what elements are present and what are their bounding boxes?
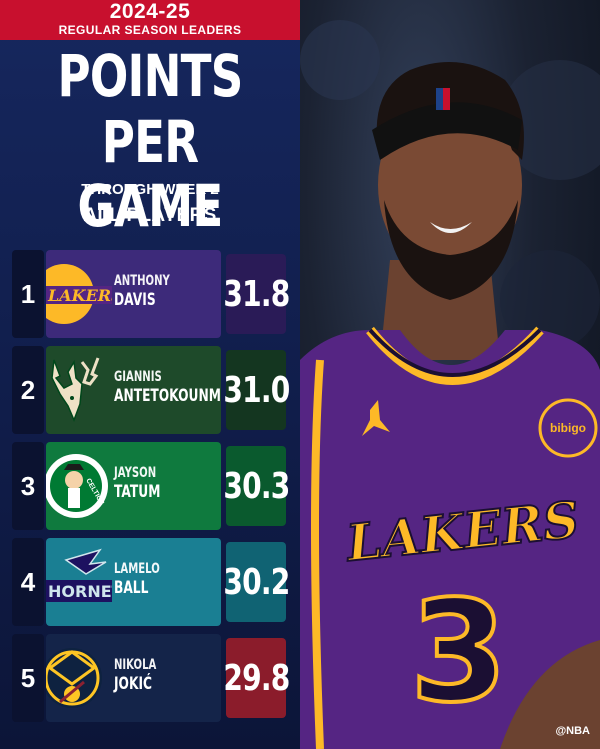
- leader-row: 3 CELTICS JAYSON TATUM 30.3: [0, 442, 300, 530]
- scope-label: ALL PLAYERS: [83, 205, 217, 226]
- leader-row: 1 LAKERS ANTHONY DAVIS 31.8: [0, 250, 300, 338]
- season-banner: 2024-25 REGULAR SEASON LEADERS: [0, 0, 300, 40]
- rank-badge: 3: [12, 442, 44, 530]
- ppg-value: 29.8: [223, 638, 290, 718]
- stat-title-line2: PER GAME: [77, 108, 224, 240]
- season-label: 2024-25: [109, 0, 191, 23]
- leader-row: 2 GIANNIS ANTETOKOUNMPO 31.0: [0, 346, 300, 434]
- celtics-logo-icon: CELTICS: [46, 454, 108, 518]
- player-card: CELTICS JAYSON TATUM: [46, 442, 221, 530]
- player-name: LAMELO BALL: [114, 560, 160, 598]
- player-first-name: GIANNIS: [114, 369, 162, 385]
- svg-text:LAKERS: LAKERS: [47, 286, 112, 305]
- ppg-value: 30.3: [223, 446, 290, 526]
- jersey-patch-text: bibigo: [550, 421, 586, 435]
- rank-badge: 4: [12, 538, 44, 626]
- leader-row: 5 NIKOLA JOKIĆ 29.8: [0, 634, 300, 722]
- player-last-name: BALL: [114, 578, 149, 598]
- player-first-name: ANTHONY: [114, 273, 170, 289]
- player-card: HORNETS LAMELO BALL: [46, 538, 221, 626]
- hornets-logo-icon: HORNETS: [46, 548, 112, 602]
- stat-title-line1: POINTS: [57, 42, 243, 110]
- player-last-name: TATUM: [114, 482, 161, 502]
- ppg-value: 30.2: [223, 542, 290, 622]
- lakers-logo-icon: LAKERS: [46, 264, 112, 324]
- ppg-value: 31.0: [223, 350, 290, 430]
- player-card: GIANNIS ANTETOKOUNMPO: [46, 346, 221, 434]
- jersey-number: 3: [410, 571, 507, 734]
- player-illustration: bibigo LAKERS 3: [300, 20, 600, 749]
- season-subtitle: REGULAR SEASON LEADERS: [58, 23, 242, 37]
- player-photo: bibigo LAKERS 3 @NBA: [300, 0, 600, 749]
- svg-text:HORNETS: HORNETS: [48, 582, 112, 601]
- rank-badge: 2: [12, 346, 44, 434]
- ppg-value: 31.8: [223, 254, 290, 334]
- player-name: GIANNIS ANTETOKOUNMPO: [114, 368, 221, 406]
- player-first-name: LAMELO: [114, 561, 160, 577]
- player-first-name: JAYSON: [114, 465, 157, 481]
- player-card: NIKOLA JOKIĆ: [46, 634, 221, 722]
- player-name: JAYSON TATUM: [114, 464, 160, 502]
- player-first-name: NIKOLA: [114, 657, 157, 673]
- bucks-logo-icon: [51, 357, 100, 423]
- player-card: LAKERS ANTHONY DAVIS: [46, 250, 221, 338]
- player-last-name: JOKIĆ: [114, 674, 152, 694]
- leaders-panel: 2024-25 REGULAR SEASON LEADERS POINTS PE…: [0, 0, 300, 749]
- nba-credit: @NBA: [555, 725, 590, 737]
- rank-badge: 5: [12, 634, 44, 722]
- player-last-name: ANTETOKOUNMPO: [114, 386, 221, 406]
- player-last-name: DAVIS: [114, 290, 156, 310]
- nuggets-logo-icon: [46, 648, 102, 708]
- leader-row: 4 HORNETS LAMELO BALL 30.2: [0, 538, 300, 626]
- period-label: THROUGH WEEK 2: [81, 181, 219, 198]
- player-name: ANTHONY DAVIS: [114, 272, 170, 310]
- player-name: NIKOLA JOKIĆ: [114, 656, 156, 694]
- rank-badge: 1: [12, 250, 44, 338]
